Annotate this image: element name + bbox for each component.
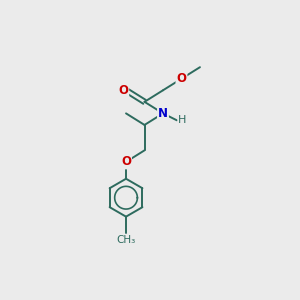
Text: O: O [176,72,187,85]
Text: N: N [158,107,168,120]
Text: H: H [178,115,186,125]
Text: O: O [118,84,128,97]
Text: CH₃: CH₃ [116,235,136,245]
Text: O: O [121,155,131,168]
